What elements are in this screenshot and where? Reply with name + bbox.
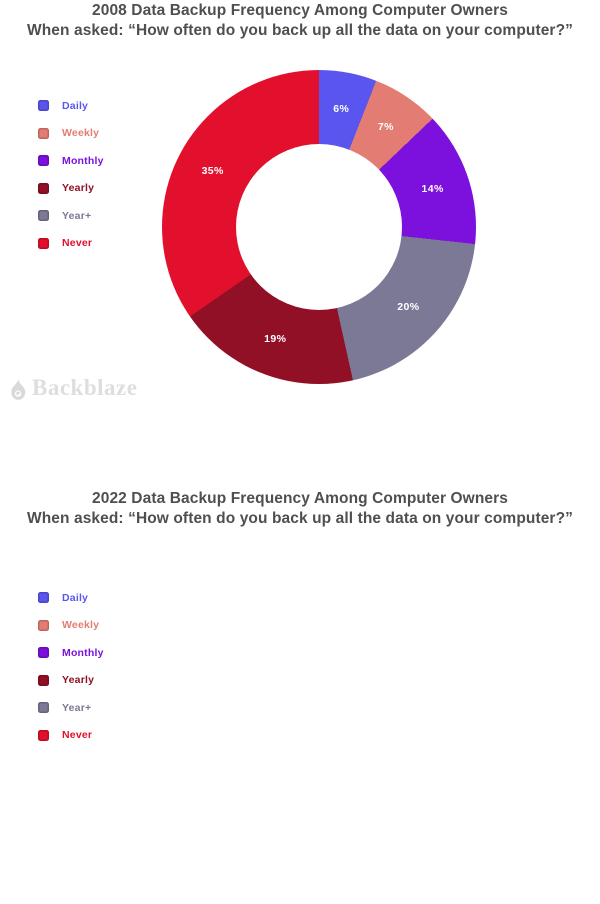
legend-item-monthly: Monthly xyxy=(38,646,104,659)
legend-item-never: Never xyxy=(38,729,104,741)
legend-label: Yearly xyxy=(62,182,95,194)
legend-item-weekly: Weekly xyxy=(38,619,104,631)
slice-label-never: 35% xyxy=(201,165,224,178)
slice-label-yearly: 19% xyxy=(264,332,287,345)
legend-item-year-: Year+ xyxy=(38,701,104,714)
backblaze-wordmark: Backblaze xyxy=(32,375,138,400)
chart-subtitle-2022: When asked: “How often do you back up al… xyxy=(26,510,573,527)
legend-label: Daily xyxy=(62,591,89,604)
legend-2022: Daily Weekly Monthly Yearly Year+ Never xyxy=(38,592,104,741)
legend-label: Year+ xyxy=(62,701,92,714)
chart-title-2022: 2022 Data Backup Frequency Among Compute… xyxy=(92,490,508,507)
slice-label-monthly: 14% xyxy=(421,182,444,195)
legend-label: Never xyxy=(62,729,93,741)
backblaze-flame-icon xyxy=(11,376,26,400)
legend-label: Monthly xyxy=(62,646,104,659)
legend-item-daily: Daily xyxy=(38,591,104,604)
legend-label: Daily xyxy=(62,99,89,112)
slice-label-daily: 6% xyxy=(333,103,350,116)
legend-label: Never xyxy=(62,237,93,249)
legend-label: Weekly xyxy=(62,127,100,139)
legend-swatch xyxy=(38,729,49,741)
legend-swatch xyxy=(38,702,49,713)
legend-2008: Daily Weekly Monthly Yearly Year+ Never xyxy=(38,100,104,249)
slice-label-weekly: 7% xyxy=(377,121,394,134)
legend-item-weekly: Weekly xyxy=(38,127,104,139)
slice-label-year-: 20% xyxy=(397,301,420,314)
legend-swatch xyxy=(38,155,49,166)
chart-section-2022: 2022 Data Backup Frequency Among Compute… xyxy=(0,452,600,904)
chart-title-2008: 2008 Data Backup Frequency Among Compute… xyxy=(92,2,508,19)
legend-swatch xyxy=(38,210,49,221)
chart-subtitle-2008: When asked: “How often do you back up al… xyxy=(26,22,573,39)
legend-swatch xyxy=(38,182,49,194)
legend-swatch xyxy=(38,647,49,658)
legend-item-year-: Year+ xyxy=(38,209,104,222)
backblaze-logo: Backblaze xyxy=(8,375,137,401)
legend-swatch xyxy=(38,100,49,111)
legend-swatch xyxy=(38,619,49,631)
legend-swatch xyxy=(38,127,49,139)
legend-label: Weekly xyxy=(62,619,100,631)
legend-label: Yearly xyxy=(62,674,95,686)
legend-item-yearly: Yearly xyxy=(38,674,104,686)
legend-swatch xyxy=(38,592,49,603)
legend-label: Monthly xyxy=(62,154,104,167)
legend-item-yearly: Yearly xyxy=(38,182,104,194)
legend-swatch xyxy=(38,237,49,249)
legend-item-monthly: Monthly xyxy=(38,154,104,167)
legend-swatch xyxy=(38,674,49,686)
chart-section-2008: 2008 Data Backup Frequency Among Compute… xyxy=(8,2,573,401)
legend-item-daily: Daily xyxy=(38,99,104,112)
legend-item-never: Never xyxy=(38,237,104,249)
donut-hole xyxy=(236,144,402,310)
legend-label: Year+ xyxy=(62,209,92,222)
donut-chart-2008: 6% 7% 14% 20% 19% 35% xyxy=(162,70,476,384)
